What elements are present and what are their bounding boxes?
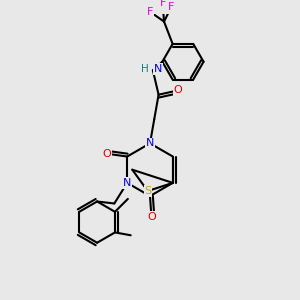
Text: O: O: [147, 212, 156, 222]
Text: S: S: [144, 186, 151, 196]
Text: F: F: [146, 7, 153, 16]
Text: N: N: [146, 138, 154, 148]
Text: F: F: [159, 0, 166, 8]
Text: O: O: [174, 85, 182, 95]
Text: H: H: [141, 64, 149, 74]
Text: F: F: [168, 2, 174, 12]
Text: N: N: [123, 178, 131, 188]
Text: O: O: [102, 149, 111, 159]
Text: N: N: [154, 64, 162, 74]
